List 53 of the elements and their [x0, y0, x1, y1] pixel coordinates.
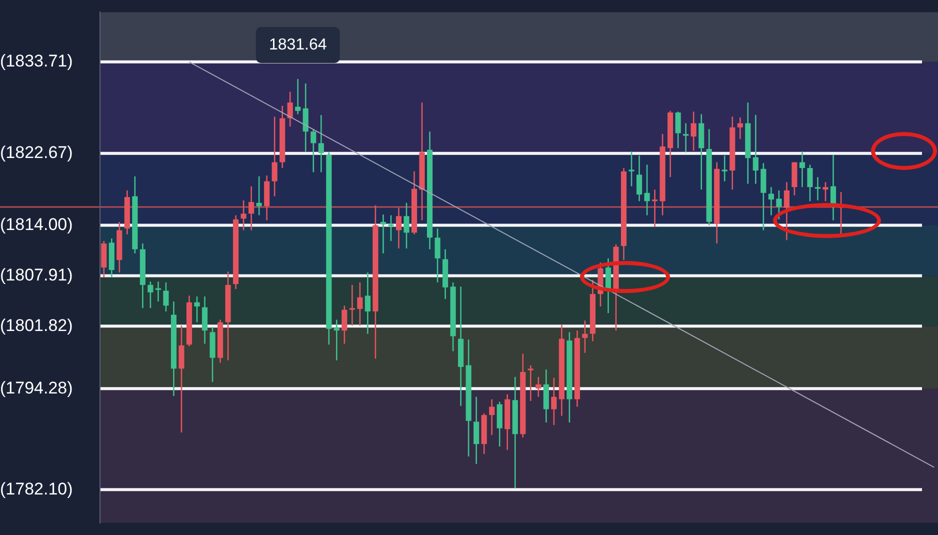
candlestick — [380, 214, 386, 254]
y-tick-label: (1807.91) — [0, 265, 73, 284]
candlestick — [799, 150, 806, 188]
candlestick — [768, 186, 774, 216]
candlestick — [489, 398, 495, 436]
candlestick — [272, 116, 278, 197]
candlestick — [737, 116, 743, 140]
candlestick — [814, 176, 821, 202]
candlestick — [644, 164, 650, 216]
candlestick — [310, 128, 316, 173]
candlestick — [334, 319, 340, 361]
candlestick — [357, 282, 363, 326]
candlestick — [582, 320, 588, 354]
candlestick — [628, 150, 634, 187]
candlestick — [202, 296, 208, 344]
y-tick-label: (1814.00) — [0, 214, 73, 234]
candlestick — [155, 280, 161, 302]
candlestick — [318, 114, 324, 173]
candlestick — [474, 396, 480, 465]
candlestick — [349, 284, 355, 326]
y-tick-label: (1822.67) — [0, 143, 73, 162]
candlestick — [551, 377, 557, 426]
candlestick — [675, 111, 681, 149]
candlestick — [364, 272, 370, 334]
candlestick — [636, 154, 642, 202]
candlestick — [434, 228, 440, 284]
candlestick — [194, 296, 200, 323]
candlestick — [752, 114, 758, 184]
candlestick — [302, 82, 308, 152]
candlestick — [807, 164, 813, 202]
y-tick-label: (1782.10) — [0, 479, 73, 498]
candlestick — [822, 181, 828, 202]
candlestick — [404, 202, 410, 250]
candlestick — [163, 282, 169, 312]
candlestick — [178, 324, 184, 434]
candlestick — [536, 376, 542, 398]
annotation: 1831.64 — [268, 36, 327, 54]
candlestick — [722, 154, 728, 182]
candlestick — [388, 214, 394, 242]
y-tick-label: (1801.82) — [0, 316, 73, 335]
candlestick — [240, 200, 246, 231]
candlestick — [776, 190, 782, 220]
candlestick — [248, 186, 254, 231]
candlestick — [148, 280, 154, 309]
candlestick — [396, 207, 402, 250]
candlestick — [690, 111, 696, 152]
candlestick — [528, 364, 534, 402]
candlestick — [287, 91, 293, 128]
y-tick-label: (1794.28) — [0, 378, 73, 398]
y-tick-label: (1833.71) — [0, 52, 73, 71]
candlestick — [784, 181, 790, 241]
candlestick — [342, 304, 348, 344]
candlestick — [295, 78, 301, 115]
